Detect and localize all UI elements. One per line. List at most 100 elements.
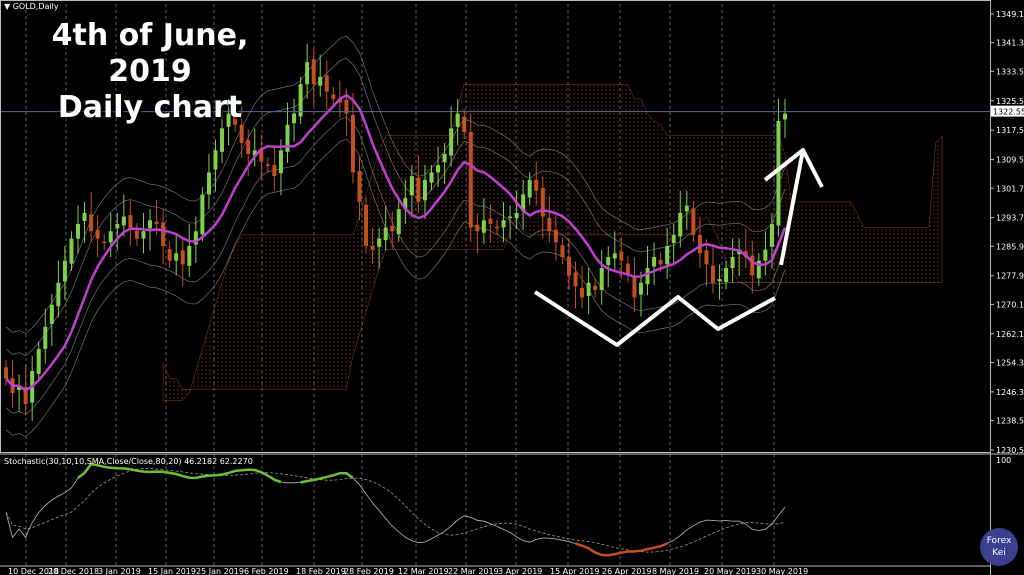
candle-body: [481, 220, 486, 233]
candle-body: [128, 215, 133, 228]
candle-body: [43, 326, 48, 349]
candle-body: [17, 385, 22, 391]
candle-body: [697, 234, 702, 254]
candle-body: [246, 140, 251, 155]
candle-body: [324, 75, 329, 92]
price-tick-label: 1262.10: [996, 330, 1024, 339]
ichimoku-cloud: [162, 83, 943, 401]
ma-line: [5, 93, 787, 392]
logo-line-2: Kei: [992, 548, 1006, 558]
candle-body: [776, 120, 781, 226]
candle-body: [606, 256, 611, 266]
date-tick-label: 8 May 2019: [652, 567, 699, 575]
candle-body: [95, 229, 100, 239]
candle-body: [390, 226, 395, 232]
arrow-shaft-drawing: [779, 149, 805, 266]
candle-body: [115, 223, 120, 229]
price-tick-label: 1325.50: [996, 97, 1024, 106]
candle-body: [403, 198, 408, 210]
price-tick-label: 1301.70: [996, 184, 1024, 193]
candle-body: [671, 234, 676, 244]
candle-body: [468, 132, 473, 228]
candle-body: [82, 212, 87, 221]
candle-body: [23, 387, 28, 405]
candle-body: [278, 150, 283, 174]
candle-body: [154, 221, 159, 224]
current-price-line: 1322.55: [0, 105, 1024, 117]
annotation-drawings: [533, 148, 824, 347]
price-tick-label: 1277.90: [996, 272, 1024, 281]
candle-body: [462, 116, 467, 133]
candle-body: [475, 224, 480, 232]
date-tick-label: 26 Apr 2019: [602, 567, 651, 575]
candle-body: [148, 220, 153, 229]
upper-band-outer: [5, 35, 786, 334]
candle-body: [233, 116, 238, 125]
date-tick-label: 10 Dec 2018: [8, 567, 59, 575]
candle-body: [305, 62, 310, 85]
price-tick-label: 1254.30: [996, 359, 1024, 368]
candle-body: [560, 245, 565, 257]
candle-body: [187, 245, 192, 266]
candle-body: [710, 265, 715, 283]
candle-body: [226, 113, 231, 127]
candle-body: [174, 253, 179, 261]
candle-body: [429, 172, 434, 183]
candle-body: [508, 216, 513, 219]
candle-body: [547, 218, 552, 232]
price-tick-label: 1285.90: [996, 242, 1024, 251]
candle-body: [436, 165, 441, 173]
candle-body: [527, 179, 532, 198]
candle-body: [193, 231, 198, 245]
candle-body: [783, 113, 787, 120]
candle-body: [383, 227, 388, 241]
date-tick-label: 3 Apr 2019: [498, 567, 542, 575]
candle-body: [769, 223, 774, 247]
candle-body: [180, 250, 185, 265]
date-tick-label: 22 Mar 2019: [448, 567, 499, 575]
candle-body: [534, 179, 539, 191]
candle-body: [756, 260, 761, 279]
price-tick-label: 1293.70: [996, 214, 1024, 223]
candle-body: [36, 348, 41, 374]
candle-body: [625, 263, 630, 276]
candle-body: [691, 208, 696, 235]
price-tick-label: 1333.50: [996, 67, 1024, 76]
overlay-title: 4th of June, 2019 Daily chart: [30, 18, 270, 126]
candle-body: [252, 150, 257, 156]
candle-body: [586, 282, 591, 296]
candle-body: [69, 238, 74, 264]
candle-body: [350, 115, 355, 173]
candle-body: [220, 128, 225, 152]
candle-body: [56, 282, 61, 307]
stoch-signal-line: [5, 467, 786, 553]
stoch-zone-segment: [300, 471, 354, 484]
title-line-2: Daily chart: [57, 90, 243, 125]
double-bottom-drawing: [533, 290, 776, 347]
date-tick-label: 28 Feb 2019: [344, 567, 394, 575]
upper-band-inner: [5, 57, 786, 357]
candle-body: [553, 229, 558, 243]
candle-body: [612, 253, 617, 259]
symbol-label: ▼ GOLD,Daily: [4, 2, 59, 11]
candle-body: [652, 256, 657, 267]
date-tick-label: 20 Dec 2018: [48, 567, 99, 575]
candle-body: [580, 287, 585, 298]
bollinger-bands: [5, 35, 786, 437]
candle-body: [377, 238, 382, 247]
candle-body: [449, 128, 454, 156]
candle-body: [331, 94, 336, 99]
candle-body: [416, 177, 421, 202]
candle-body: [344, 99, 349, 114]
candle-body: [206, 172, 211, 195]
candle-body: [658, 259, 663, 265]
stochastic-label: Stochastic(30,10,10,SMA,Close/Close,80,2…: [4, 457, 253, 466]
price-tick-label: 1349.10: [996, 10, 1024, 19]
candle-body: [285, 124, 290, 152]
price-tick-label: 1246.30: [996, 388, 1024, 397]
candle-body: [161, 222, 166, 246]
date-tick-label: 30 May 2019: [756, 567, 808, 575]
